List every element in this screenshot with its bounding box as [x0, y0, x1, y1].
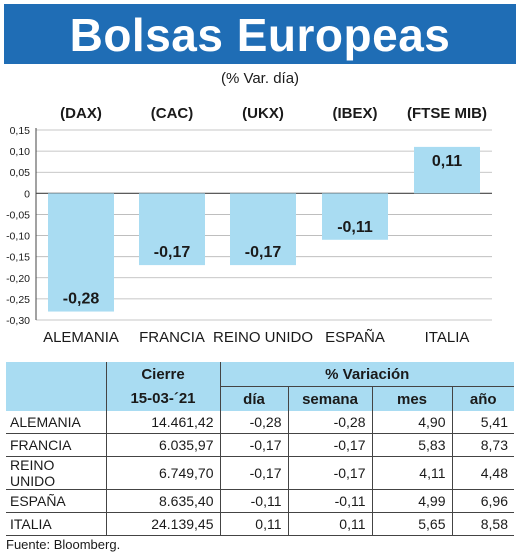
table-row: REINO UNIDO 6.749,70 -0,17 -0,17 4,11 4,48 [6, 456, 514, 490]
x-tick-label: FRANCIA [139, 329, 205, 346]
header-semana: semana [288, 386, 373, 411]
cell-name: ESPAÑA [6, 489, 107, 513]
table-row: ALEMANIA 14.461,42 -0,28 -0,28 4,90 5,41 [6, 411, 514, 434]
table-row: FRANCIA 6.035,97 -0,17 -0,17 5,83 8,73 [6, 433, 514, 457]
x-tick-label: ITALIA [425, 329, 470, 346]
cell-cierre: 6.749,70 [106, 456, 221, 490]
cell-cierre: 14.461,42 [106, 411, 221, 434]
cell-semana: -0,17 [288, 433, 373, 457]
header-ano: año [452, 386, 514, 411]
cell-mes: 4,99 [372, 489, 453, 513]
cell-ano: 6,96 [452, 489, 514, 513]
y-tick-label: -0,10 [6, 231, 30, 243]
bar [414, 146, 480, 194]
cell-dia: -0,11 [220, 489, 289, 513]
y-tick-label: -0,15 [6, 252, 30, 264]
data-label: -0,11 [337, 219, 373, 236]
cell-semana: 0,11 [288, 512, 373, 536]
cell-dia: -0,28 [220, 411, 289, 434]
data-label: 0,11 [432, 153, 462, 170]
data-table: Cierre % Variación 15-03-´21 día semana … [6, 362, 514, 536]
table-row: ESPAÑA 8.635,40 -0,11 -0,11 4,99 6,96 [6, 489, 514, 513]
cell-dia: -0,17 [220, 456, 289, 490]
y-tick-label: -0,05 [6, 209, 30, 221]
bar-chart: 0,15 0,10 0,05 0 -0,05 -0,10 -0,15 -0,20 -0,25 -0… [6, 105, 492, 346]
index-code-label: (FTSE MIB) [407, 105, 487, 122]
cell-semana: -0,11 [288, 489, 373, 513]
header-date: 15-03-´21 [106, 386, 221, 411]
header-empty-cell [6, 362, 107, 387]
table-row: ITALIA 24.139,45 0,11 0,11 5,65 8,58 [6, 512, 514, 536]
cell-ano: 8,58 [452, 512, 514, 536]
y-tick-label: 0,05 [10, 167, 31, 179]
data-label: -0,28 [63, 291, 100, 308]
index-code-label: (UKX) [242, 105, 284, 122]
cell-mes: 4,90 [372, 411, 453, 434]
y-tick-label: 0 [24, 188, 30, 200]
header-mes: mes [372, 386, 453, 411]
header-dia: día [220, 386, 289, 411]
header-cierre: Cierre [106, 362, 221, 387]
cell-semana: -0,28 [288, 411, 373, 434]
x-tick-label: ESPAÑA [325, 329, 385, 346]
cell-ano: 5,41 [452, 411, 514, 434]
table-header-row-2: 15-03-´21 día semana mes año [6, 386, 514, 411]
data-table-wrap: Cierre % Variación 15-03-´21 día semana … [6, 362, 514, 536]
y-tick-label: 0,15 [10, 125, 31, 137]
cell-cierre: 6.035,97 [106, 433, 221, 457]
bar [139, 193, 205, 266]
index-code-label: (CAC) [151, 105, 194, 122]
data-label: -0,17 [154, 244, 191, 261]
page-subtitle: (% Var. día) [220, 70, 300, 87]
cell-mes: 5,83 [372, 433, 453, 457]
data-label: -0,17 [245, 244, 282, 261]
cell-cierre: 8.635,40 [106, 489, 221, 513]
table-body: ALEMANIA 14.461,42 -0,28 -0,28 4,90 5,41 FRANC… [6, 411, 514, 536]
y-tick-label: -0,20 [6, 273, 30, 285]
index-code-label: (DAX) [60, 105, 102, 122]
cell-mes: 4,11 [372, 456, 453, 490]
page-title: Bolsas Europeas [69, 9, 451, 61]
cell-name: REINO UNIDO [6, 456, 107, 490]
header-empty-cell [6, 386, 107, 411]
y-tick-label: 0,10 [10, 146, 31, 158]
cell-dia: -0,17 [220, 433, 289, 457]
title-banner: Bolsas Europeas [4, 4, 516, 64]
header-variacion: % Variación [220, 362, 514, 387]
cell-cierre: 24.139,45 [106, 512, 221, 536]
x-tick-label: REINO UNIDO [213, 329, 313, 346]
y-tick-label: -0,25 [6, 294, 30, 306]
bar [48, 193, 114, 312]
source-note: Fuente: Bloomberg. [6, 537, 121, 552]
bar [322, 193, 388, 240]
table-header-row-1: Cierre % Variación [6, 362, 514, 387]
cell-name: ALEMANIA [6, 411, 107, 434]
cell-ano: 4,48 [452, 456, 514, 490]
x-tick-label: ALEMANIA [43, 329, 119, 346]
cell-name: ITALIA [6, 512, 107, 536]
index-code-label: (IBEX) [333, 105, 378, 122]
bar [230, 193, 296, 266]
cell-name: FRANCIA [6, 433, 107, 457]
cell-semana: -0,17 [288, 456, 373, 490]
cell-dia: 0,11 [220, 512, 289, 536]
y-tick-label: -0,30 [6, 315, 30, 327]
cell-mes: 5,65 [372, 512, 453, 536]
cell-ano: 8,73 [452, 433, 514, 457]
